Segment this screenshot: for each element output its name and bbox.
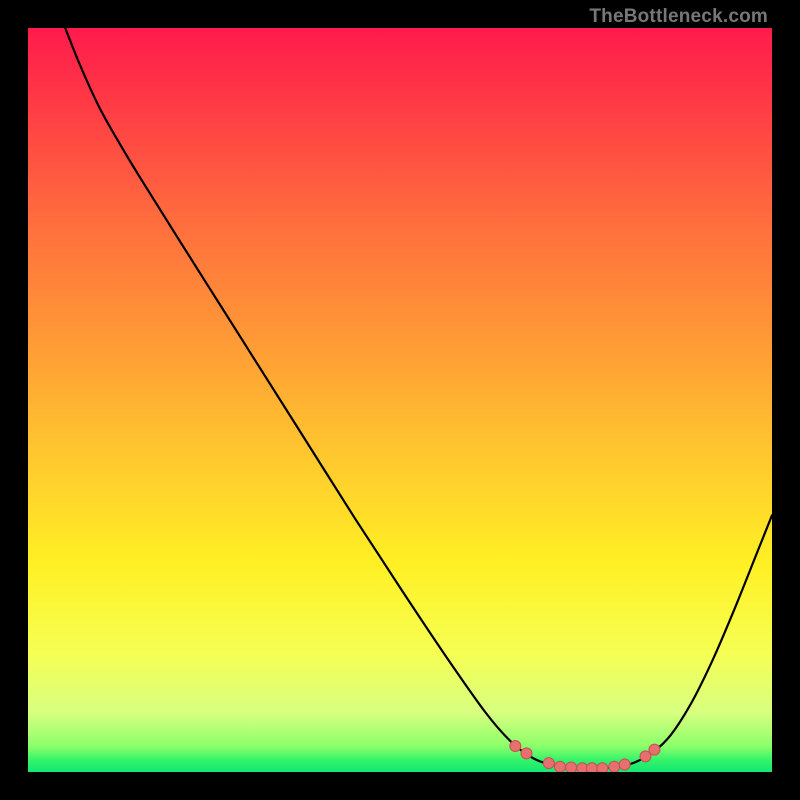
curve-marker xyxy=(649,744,660,755)
curve-marker xyxy=(521,748,532,759)
watermark-text: TheBottleneck.com xyxy=(589,6,768,28)
curve-marker xyxy=(609,761,620,772)
curve-marker xyxy=(543,758,554,769)
chart-frame: TheBottleneck.com xyxy=(0,0,800,800)
chart-svg xyxy=(28,28,772,772)
curve-marker xyxy=(586,763,597,772)
curve-marker xyxy=(566,762,577,772)
gradient-background xyxy=(28,28,772,772)
curve-marker xyxy=(597,763,608,772)
curve-marker xyxy=(619,759,630,770)
curve-marker xyxy=(554,761,565,772)
plot-area xyxy=(28,28,772,772)
curve-marker xyxy=(510,740,521,751)
